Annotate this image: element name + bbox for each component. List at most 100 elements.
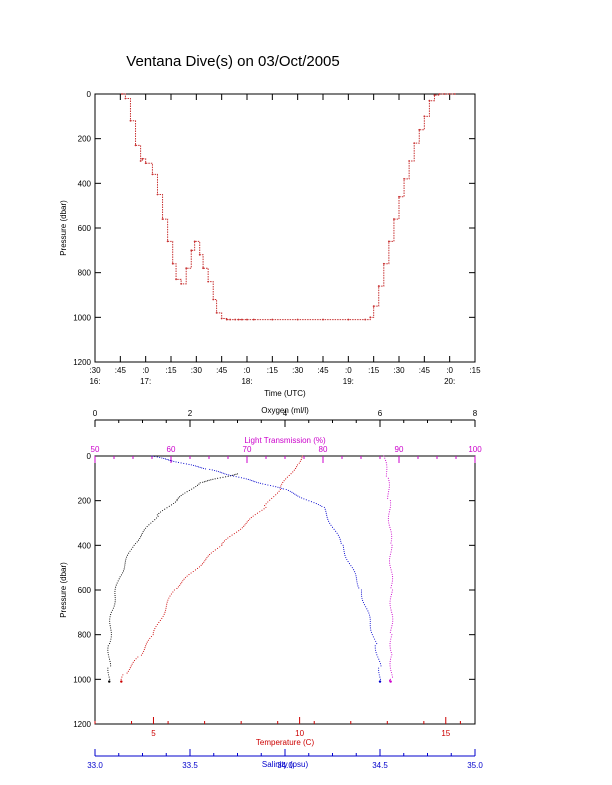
ctd-point-temperature [180, 583, 182, 585]
ctd-point-oxygen [173, 502, 175, 505]
axis-tick-label: 80 [319, 445, 328, 454]
ctd-point-salinity [369, 622, 371, 625]
ctd-point-oxygen [233, 474, 235, 476]
ctd-point-temperature [173, 589, 175, 591]
ctd-point-oxygen [110, 636, 112, 638]
dive-point [413, 142, 416, 145]
ctd-point-temperature [223, 540, 226, 542]
ctd-point-salinity [228, 474, 230, 476]
ctd-point-oxygen [114, 590, 116, 592]
ctd-point-temperature [249, 518, 251, 520]
ctd-point-light-transmission [387, 520, 389, 522]
ctd-point-oxygen [208, 479, 210, 481]
ctd-point-oxygen [157, 515, 159, 517]
dive-profile-chart: 0 200 400 600 800 1000 1200 :30 16::45:0 17::15:… [59, 90, 481, 398]
ctd-point-light-transmission [387, 477, 389, 479]
ctd-point-light-transmission [389, 665, 391, 667]
ctd-point-light-transmission [388, 480, 390, 482]
ctd-point-oxygen [203, 481, 205, 483]
ctd-point-light-transmission [389, 506, 391, 508]
ctd-point-temperature [154, 628, 156, 630]
ctd-point-oxygen [124, 562, 126, 564]
ctd-point-light-transmission [391, 622, 393, 625]
dive-y-axis: 0 200 400 600 800 1000 1200 [73, 90, 475, 367]
ctd-point-temperature [241, 527, 243, 529]
ctd-point-light-transmission [390, 593, 393, 596]
ctd-point-temperature [286, 476, 288, 478]
ctd-point-oxygen [110, 627, 112, 629]
ctd-point-temperature [216, 547, 219, 549]
ctd-point-temperature [281, 483, 283, 485]
ctd-point-oxygen [109, 640, 111, 642]
ctd-point-temperature [149, 637, 151, 639]
ctd-point-light-transmission [387, 495, 389, 497]
ctd-point-oxygen [136, 541, 138, 543]
ctd-point-salinity [376, 654, 378, 656]
ctd-point-temperature [265, 503, 267, 505]
ctd-point-temperature [143, 650, 145, 652]
ctd-point-light-transmission [390, 549, 393, 551]
dive-point [428, 99, 431, 102]
ctd-point-light-transmission [390, 669, 392, 671]
ctd-point-temperature [159, 619, 161, 621]
dive-series [121, 93, 456, 321]
ctd-y-axis: 0 200 400 600 800 1000 1200 [73, 452, 475, 729]
ctd-point-salinity [379, 663, 381, 665]
ctd-point-temperature [276, 492, 279, 494]
ctd-point-salinity [345, 556, 347, 559]
ctd-point-light-transmission [390, 596, 392, 598]
ctd-point-light-transmission [390, 672, 393, 674]
ctd-point-salinity [326, 516, 328, 518]
ctd-point-light-transmission [392, 618, 394, 620]
ctd-point-salinity [363, 604, 366, 606]
dive-point [207, 280, 210, 283]
axis-tick-label: 35.0 [467, 761, 483, 770]
ctd-point-light-transmission [391, 611, 393, 613]
ctd-point-salinity [362, 599, 364, 602]
ctd-point-light-transmission [391, 625, 393, 627]
ctd-point-light-transmission [391, 544, 393, 546]
ctd-point-oxygen [168, 505, 170, 507]
ctd-point-temperature [144, 647, 146, 649]
ctd-point-oxygen [109, 663, 111, 665]
dive-point [423, 115, 426, 118]
dive-point [237, 318, 240, 321]
ctd-point-temperature [299, 460, 301, 462]
ctd-point-light-transmission [387, 515, 390, 517]
ctd-series [107, 455, 394, 683]
ctd-end-point-salinity [378, 680, 382, 683]
ctd-point-light-transmission [389, 663, 391, 665]
ctd-point-oxygen [107, 645, 109, 647]
ctd-point-oxygen [109, 618, 111, 620]
ctd-point-salinity [368, 612, 370, 614]
ctd-point-salinity [310, 501, 313, 503]
ctd-point-salinity [376, 643, 378, 645]
ctd-point-light-transmission [389, 558, 391, 560]
ctd-point-temperature [229, 536, 231, 538]
dive-point [212, 298, 215, 301]
ctd-point-light-transmission [391, 589, 394, 591]
ctd-point-temperature [231, 534, 233, 536]
ctd-point-oxygen [156, 517, 158, 519]
axis-tick-label: 10 [295, 729, 304, 738]
dive-point [180, 282, 183, 285]
ctd-point-oxygen [114, 592, 116, 595]
ctd-point-oxygen [109, 616, 111, 618]
axis-tick-label: 15 [441, 729, 450, 738]
ctd-point-salinity [169, 459, 171, 462]
ctd-point-oxygen [124, 564, 126, 566]
ctd-point-salinity [319, 504, 321, 507]
ctd-point-temperature [219, 546, 221, 548]
ctd-point-temperature [207, 555, 209, 557]
ctd-point-salinity [356, 583, 358, 585]
ctd-point-light-transmission [390, 504, 392, 506]
ctd-point-oxygen [119, 576, 121, 578]
ctd-point-salinity [214, 469, 216, 472]
ctd-point-salinity [347, 561, 349, 563]
ctd-point-temperature [292, 471, 294, 473]
ctd-point-light-transmission [389, 500, 391, 502]
ctd-point-light-transmission [389, 555, 391, 558]
axis-title: Light Transmission (%) [244, 436, 326, 445]
ctd-point-salinity [369, 618, 371, 620]
